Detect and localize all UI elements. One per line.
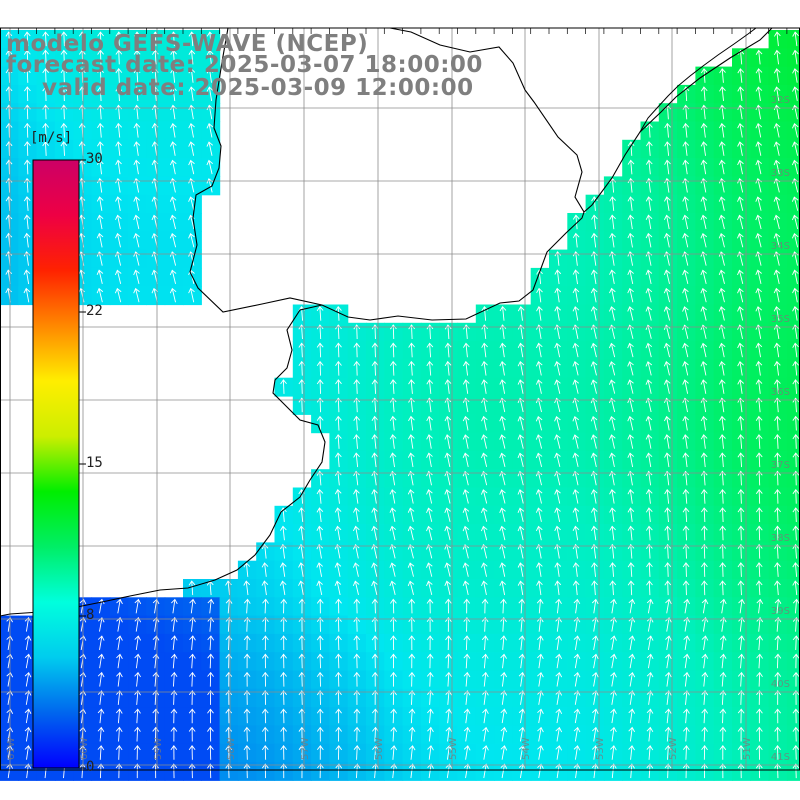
- wind-speed-cell: [786, 505, 800, 525]
- latitude-label: 41S: [771, 752, 790, 763]
- wind-speed-cell: [786, 267, 800, 287]
- wind-speed-cell: [786, 359, 800, 379]
- wind-speed-cell: [786, 322, 800, 342]
- wind-speed-cell: [786, 633, 800, 653]
- latitude-label: 35S: [771, 314, 790, 325]
- longitude-label: 53W: [595, 737, 606, 760]
- wind-speed-cell: [786, 414, 800, 434]
- wind-speed-cell: [786, 652, 800, 672]
- wind-speed-cell: [786, 30, 800, 49]
- forecast-date: forecast date: 2025-03-07 18:00:00: [6, 52, 483, 78]
- wind-speed-cell: [786, 341, 800, 360]
- latitude-label: 33S: [771, 168, 790, 179]
- latitude-label: 38S: [771, 533, 790, 544]
- wind-speed-cell: [786, 213, 800, 232]
- longitude-label: 57W: [300, 737, 311, 760]
- longitude-label: 56W: [374, 737, 385, 760]
- longitude-label: 54W: [521, 737, 532, 760]
- longitude-label: 60W: [79, 737, 90, 760]
- wind-speed-cell: [786, 48, 800, 68]
- wind-speed-cell: [786, 396, 800, 415]
- wind-speed-field: [0, 30, 800, 781]
- wind-speed-cell: [786, 139, 800, 159]
- wind-speed-cell: [786, 725, 800, 745]
- latitude-label: 34S: [771, 241, 790, 252]
- wind-speed-cell: [786, 286, 800, 306]
- longitude-label: 51W: [742, 737, 753, 760]
- latitude-label: 37S: [771, 460, 790, 471]
- colorbar-unit-label: [m/s]: [30, 130, 73, 146]
- latitude-label: 39S: [771, 606, 790, 617]
- wind-speed-cell: [786, 450, 800, 470]
- wind-speed-cell: [786, 432, 800, 452]
- colorbar-tick-label: 30: [86, 151, 103, 167]
- wind-speed-cell: [786, 469, 800, 489]
- longitude-label: 52W: [668, 737, 679, 760]
- wind-speed-cell: [786, 487, 800, 507]
- longitude-label: 59W: [153, 737, 164, 760]
- latitude-label: 32S: [771, 95, 790, 106]
- latitude-label: 40S: [771, 679, 790, 690]
- longitude-label: 55W: [448, 737, 459, 760]
- colorbar-tick-label: 0: [86, 759, 95, 775]
- longitude-label: 61W: [6, 737, 17, 760]
- longitude-label: 58W: [226, 737, 237, 760]
- wind-speed-cell: [786, 176, 800, 196]
- wind-speed-cell: [786, 194, 800, 214]
- colorbar-tick-label: 22: [86, 303, 103, 319]
- wind-speed-cell: [786, 103, 800, 123]
- wind-speed-cell: [786, 615, 800, 635]
- wind-speed-cell: [786, 579, 800, 598]
- wind-speed-cell: [786, 121, 800, 141]
- wind-speed-cell: [786, 249, 800, 269]
- wind-speed-cell: [786, 560, 800, 580]
- valid-date: valid date: 2025-03-09 12:00:00: [42, 75, 474, 101]
- wind-speed-cell: [786, 66, 800, 86]
- wind-speed-cell: [786, 542, 800, 562]
- wind-speed-cell: [786, 707, 800, 726]
- colorbar-tick-label: 8: [86, 607, 95, 623]
- latitude-label: 36S: [771, 387, 790, 398]
- colorbar-tick-label: 15: [86, 455, 103, 471]
